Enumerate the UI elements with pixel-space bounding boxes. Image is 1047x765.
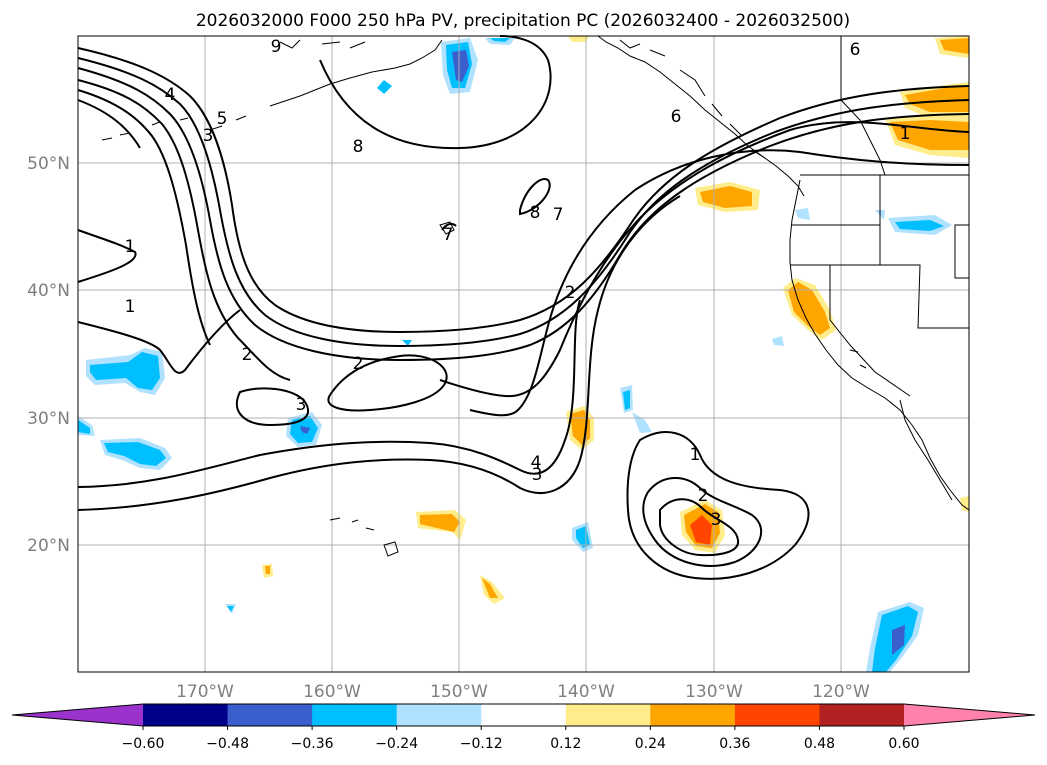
colorbar-extend-min — [12, 704, 143, 726]
contour-label: 8 — [353, 137, 364, 157]
lon-label: 120°W — [812, 682, 870, 702]
precip-shading — [78, 36, 969, 672]
colorbar-extend-max — [904, 704, 1035, 726]
colorbar-label: 0.60 — [888, 736, 919, 752]
lon-label: 150°W — [430, 682, 488, 702]
contour-label: 1 — [125, 297, 136, 317]
colorbar-label: −0.12 — [460, 736, 503, 752]
pv-contours — [77, 35, 970, 580]
colorbar-label: 0.48 — [804, 736, 835, 752]
contour-label: 9 — [271, 37, 282, 57]
colorbar-label: 0.24 — [635, 736, 666, 752]
contour-label: 5 — [217, 109, 228, 129]
contour-label: 4 — [531, 453, 542, 473]
colorbar-swatch — [565, 704, 651, 726]
lon-label: 130°W — [685, 682, 743, 702]
longitude-labels: 170°W 160°W 150°W 140°W 130°W 120°W — [176, 682, 870, 702]
lat-label: 40°N — [27, 281, 70, 301]
lat-label: 30°N — [27, 409, 70, 429]
colorbar-label: 0.36 — [719, 736, 750, 752]
colorbar-swatch — [481, 704, 567, 726]
contour-label: 3 — [296, 395, 307, 415]
contour-label: 2 — [353, 354, 364, 374]
precip-negative — [78, 38, 952, 672]
lon-label: 170°W — [176, 682, 234, 702]
contour-label: 3 — [203, 126, 214, 146]
colorbar-label: −0.48 — [206, 736, 249, 752]
colorbar-label: −0.60 — [122, 736, 165, 752]
colorbar-swatch — [396, 704, 482, 726]
contour-label: 1 — [900, 124, 911, 144]
colorbar-swatch — [227, 704, 313, 726]
contour-label: 2 — [565, 283, 576, 303]
contour-label: 6 — [850, 40, 861, 60]
contour-label: 2 — [242, 345, 253, 365]
colorbar-swatch — [650, 704, 736, 726]
contour-label: 4 — [165, 85, 176, 105]
lat-label: 50°N — [27, 154, 70, 174]
lon-label: 140°W — [557, 682, 615, 702]
contour-label: 6 — [671, 107, 682, 127]
contour-label: 2 — [698, 486, 709, 506]
contour-label: 3 — [532, 465, 543, 485]
coastlines — [101, 35, 970, 557]
colorbar-swatch — [143, 704, 229, 726]
contour-label: 3 — [711, 510, 722, 530]
colorbar-label: −0.24 — [375, 736, 418, 752]
contour-label: 7 — [443, 225, 454, 245]
map-title: 2026032000 F000 250 hPa PV, precipitatio… — [196, 11, 850, 31]
colorbar: −0.60 −0.48 −0.36 −0.24 −0.12 0.12 0.24 0.36 0.4… — [11, 703, 1036, 752]
contour-label: 1 — [125, 237, 136, 257]
plot-frame — [77, 35, 970, 673]
latitude-labels: 50°N 40°N 30°N 20°N — [27, 154, 70, 556]
contour-label: 1 — [690, 445, 701, 465]
colorbar-swatch — [819, 704, 905, 726]
gridlines — [78, 36, 969, 672]
colorbar-label: 0.12 — [550, 736, 581, 752]
colorbar-swatch — [734, 704, 820, 726]
contour-label: 8 — [530, 203, 541, 223]
plot-area — [78, 36, 969, 672]
colorbar-label: −0.36 — [291, 736, 334, 752]
lat-label: 20°N — [27, 536, 70, 556]
colorbar-swatch — [312, 704, 398, 726]
contour-labels: 9 4 5 3 8 6 1 1 1 8 7 7 2 2 2 3 4 3 1 2 … — [125, 37, 911, 530]
lon-label: 160°W — [303, 682, 361, 702]
contour-label: 7 — [553, 205, 564, 225]
